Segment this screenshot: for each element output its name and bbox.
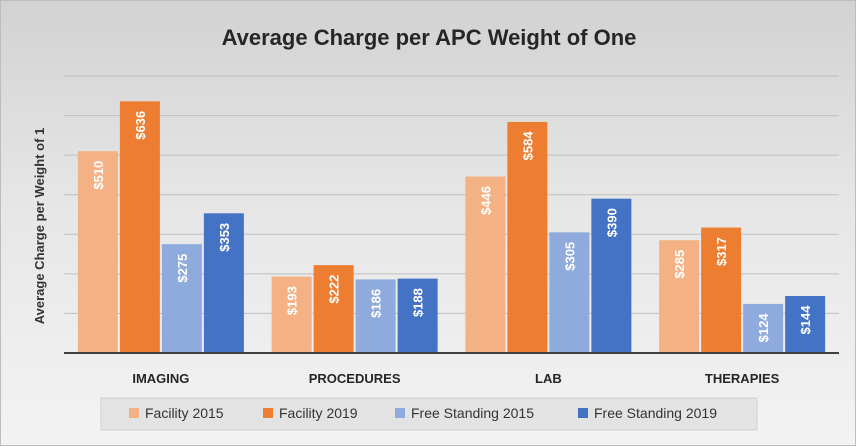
data-label: $124	[756, 313, 771, 343]
category-label: PROCEDURES	[309, 371, 401, 386]
bar-therapies-facility-2019	[701, 227, 742, 353]
bars	[77, 101, 826, 353]
data-labels: $510 $636 $275 $353 $193 $222 $186 $188 $446 $584…	[91, 111, 813, 343]
data-label: $390	[604, 208, 619, 237]
data-label: $317	[714, 237, 729, 266]
category-label: THERAPIES	[705, 371, 780, 386]
category-label: LAB	[535, 371, 562, 386]
data-label: $446	[478, 186, 493, 215]
category-labels: IMAGING PROCEDURES LAB THERAPIES	[132, 371, 779, 386]
data-label: $510	[91, 161, 106, 190]
bar-procedures-free-standing-2019	[397, 278, 438, 353]
bar-lab-free-standing-2019	[591, 198, 632, 353]
bar-lab-facility-2015	[465, 176, 506, 353]
data-label: $636	[133, 111, 148, 140]
bar-procedures-free-standing-2015	[355, 279, 396, 353]
bar-imaging-facility-2015	[77, 151, 118, 353]
legend-swatch	[129, 408, 139, 418]
data-label: $305	[562, 242, 577, 271]
legend-swatch	[395, 408, 405, 418]
bar-therapies-free-standing-2019	[785, 296, 826, 353]
legend-swatch	[578, 408, 588, 418]
y-axis-label: Average Charge per Weight of 1	[32, 128, 47, 325]
data-label: $193	[285, 286, 300, 315]
data-label: $275	[175, 254, 190, 283]
legend: Facility 2015 Facility 2019 Free Standing …	[100, 397, 758, 431]
legend-entry: Facility 2015	[145, 405, 224, 421]
category-label: IMAGING	[132, 371, 189, 386]
data-label: $186	[369, 289, 384, 318]
bar-therapies-free-standing-2015	[743, 303, 784, 353]
data-label: $188	[411, 288, 426, 317]
chart-title: Average Charge per APC Weight of One	[222, 25, 637, 50]
legend-entry: Facility 2019	[279, 405, 358, 421]
data-label: $222	[327, 275, 342, 304]
bar-therapies-facility-2015	[659, 240, 700, 353]
legend-entry: Free Standing 2015	[411, 405, 534, 421]
data-label: $144	[798, 305, 813, 335]
legend-box	[100, 397, 758, 431]
bar-procedures-facility-2019	[313, 265, 354, 353]
bar-lab-facility-2019	[507, 121, 548, 353]
bar-lab-free-standing-2015	[549, 232, 590, 353]
data-label: $584	[520, 131, 535, 161]
data-label: $353	[217, 223, 232, 252]
bar-imaging-free-standing-2015	[161, 244, 202, 353]
bar-procedures-facility-2015	[271, 276, 312, 353]
bar-imaging-facility-2019	[119, 101, 160, 353]
legend-entry: Free Standing 2019	[594, 405, 717, 421]
bar-imaging-free-standing-2019	[203, 213, 244, 353]
legend-swatch	[263, 408, 273, 418]
data-label: $285	[672, 250, 687, 279]
